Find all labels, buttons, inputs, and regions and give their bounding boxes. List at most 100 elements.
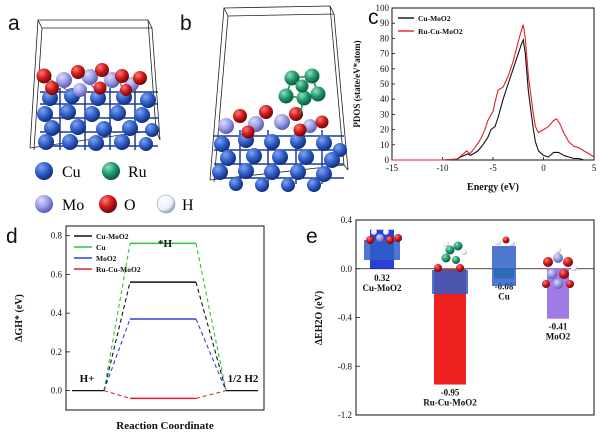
water-adsorption-category-label-3: MoO2 [546, 332, 571, 342]
free-energy-connector-left-1 [103, 243, 131, 391]
legend-o-label: O [124, 197, 136, 214]
panel-e-label: e [306, 225, 318, 248]
thumb-cu [492, 236, 516, 286]
pdos-y-tick-label: 100 [376, 3, 390, 13]
water-adsorption-y-tick-label: 0.4 [341, 215, 353, 225]
pdos-x-tick-label: -15 [386, 163, 398, 173]
panel-a-label: a [8, 12, 20, 35]
pdos-y-tick-label: 60 [380, 64, 390, 74]
final-state-label: 1/2 H2 [228, 373, 259, 385]
panel-c-label: c [368, 6, 379, 29]
pdos-legend-label-0: Cu-MoO2 [418, 14, 451, 23]
initial-state-label: H+ [80, 373, 95, 385]
water-adsorption-y-tick-label: 0.0 [341, 264, 353, 274]
pdos-x-tick-label: 0 [541, 163, 546, 173]
free-energy-y-tick-label: 0.0 [51, 386, 63, 396]
water-adsorption-y-tick-label: -0.8 [338, 361, 353, 371]
structure-b-slab [212, 68, 347, 192]
h-atom-icon [156, 194, 176, 214]
pdos-y-tick-label: 0 [385, 155, 390, 165]
pdos-y-tick-label: 10 [380, 140, 390, 150]
free-energy-y-ticks: 0.0 0.2 0.4 0.6 0.8 [51, 231, 70, 396]
water-adsorption-bar-3 [547, 268, 569, 319]
legend-mo-label: Mo [62, 197, 84, 214]
free-energy-y-tick-label: 0.2 [51, 347, 62, 357]
legend-o: O [99, 195, 136, 214]
pdos-y-tick-label: 90 [380, 18, 390, 28]
water-adsorption-y-ticks: -1.2 -0.8 -0.4 0.0 0.4 [338, 215, 360, 420]
panel-b-label: b [180, 12, 192, 35]
free-energy-y-tick-label: 0.8 [51, 231, 63, 241]
panel-b: b [180, 5, 349, 192]
water-adsorption-category-label-0: Cu-MoO2 [363, 283, 402, 293]
water-adsorption-value-label-3: -0.41 [549, 322, 568, 332]
water-adsorption-value-label-2: -0.08 [495, 282, 514, 292]
free-energy-connector-right-1 [195, 243, 227, 391]
mo-atom-icon [35, 195, 53, 213]
pdos-y-tick-label: 30 [380, 109, 390, 119]
free-energy-y-tick-label: 0.4 [51, 308, 63, 318]
panel-d-label: d [6, 225, 18, 248]
free-energy-connector-right-3 [195, 390, 227, 399]
free-energy-chart: 0.00.20.40.60.8 Cu-MoO2CuMoO2Ru-Cu-MoO2 … [14, 225, 265, 432]
pdos-x-tick-label: -10 [437, 163, 449, 173]
pdos-line-0 [392, 37, 594, 161]
free-energy-connector-left-2 [103, 318, 131, 391]
free-energy-x-axis-label: Reaction Coordinate [116, 420, 214, 432]
free-energy-levels [72, 242, 258, 400]
atom-legend: Cu Ru Mo O H [35, 162, 194, 214]
water-adsorption-y-tick-label: -1.2 [338, 410, 352, 420]
free-energy-y-axis-label: ΔGH* (eV) [14, 294, 25, 342]
legend-h-label: H [182, 197, 194, 214]
pdos-y-tick-label: 50 [380, 79, 390, 89]
adsorbed-h-label: *H [158, 238, 173, 250]
legend-ru-label: Ru [128, 164, 147, 181]
pdos-x-tick-label: 5 [592, 163, 597, 173]
pdos-series [392, 24, 595, 161]
free-energy-legend-label-2: MoO2 [96, 254, 117, 263]
free-energy-connector-right-2 [195, 318, 227, 391]
legend-cu: Cu [35, 162, 81, 181]
pdos-y-ticks: 0 10 20 30 40 50 60 70 80 90 100 [376, 3, 395, 165]
pdos-x-tick-label: -5 [489, 163, 497, 173]
free-energy-y-tick-label: 0.6 [51, 269, 63, 279]
ru-atom-icon [102, 162, 120, 180]
free-energy-plot-frame [65, 225, 265, 411]
water-adsorption-category-label-1: Ru-Cu-MoO2 [423, 398, 477, 408]
free-energy-legend-label-1: Cu [96, 243, 106, 252]
legend-cu-label: Cu [62, 164, 81, 181]
pdos-y-tick-label: 20 [380, 125, 390, 135]
pdos-y-tick-label: 80 [380, 33, 390, 43]
water-adsorption-value-label-1: -0.95 [441, 388, 460, 398]
o-atom-icon [99, 195, 117, 213]
pdos-y-axis-label: PDOS (state/eV*atom) [352, 40, 362, 127]
free-energy-legend: Cu-MoO2 Cu MoO2 Ru-Cu-MoO2 [74, 232, 141, 274]
pdos-x-ticks: -15 -10 -5 0 5 [386, 157, 597, 173]
pdos-y-tick-label: 40 [380, 94, 390, 104]
pdos-chart: 0 10 20 30 40 50 60 70 80 90 100 -15 -10 -5 0 5 Cu-MoO… [352, 3, 597, 193]
cu-atom-icon [35, 162, 53, 180]
free-energy-legend-label-0: Cu-MoO2 [96, 232, 129, 241]
thumb-moo2 [542, 247, 577, 289]
water-adsorption-y-tick-label: -0.4 [338, 313, 353, 323]
pdos-line-1 [392, 24, 595, 161]
water-adsorption-category-label-2: Cu [498, 292, 510, 302]
legend-h: H [156, 194, 194, 214]
pdos-legend-label-1: Ru-Cu-MoO2 [418, 27, 463, 36]
legend-mo: Mo [35, 195, 84, 214]
water-adsorption-y-axis-label: ΔEH2O (eV) [314, 291, 325, 345]
panel-d: d 0.0 0.2 0.4 0.6 0.8 Cu-MoO2 Cu MoO2 Ru-Cu-MoO… [6, 225, 265, 432]
structure-a-slab [36, 63, 159, 151]
structure-b-cell [209, 5, 349, 183]
pdos-x-axis-label: Energy (eV) [467, 182, 519, 193]
free-energy-connector-right-0 [195, 282, 227, 391]
panel-a: a [8, 12, 161, 151]
thumb-cu-moo2 [364, 229, 402, 260]
free-energy-legend-label-3: Ru-Cu-MoO2 [96, 265, 141, 274]
free-energy-connector-left-3 [103, 390, 131, 399]
thumb-ru-cu-moo2 [432, 241, 468, 294]
pdos-legend: Cu-MoO2 Ru-Cu-MoO2 [398, 14, 463, 36]
legend-ru: Ru [102, 162, 147, 181]
